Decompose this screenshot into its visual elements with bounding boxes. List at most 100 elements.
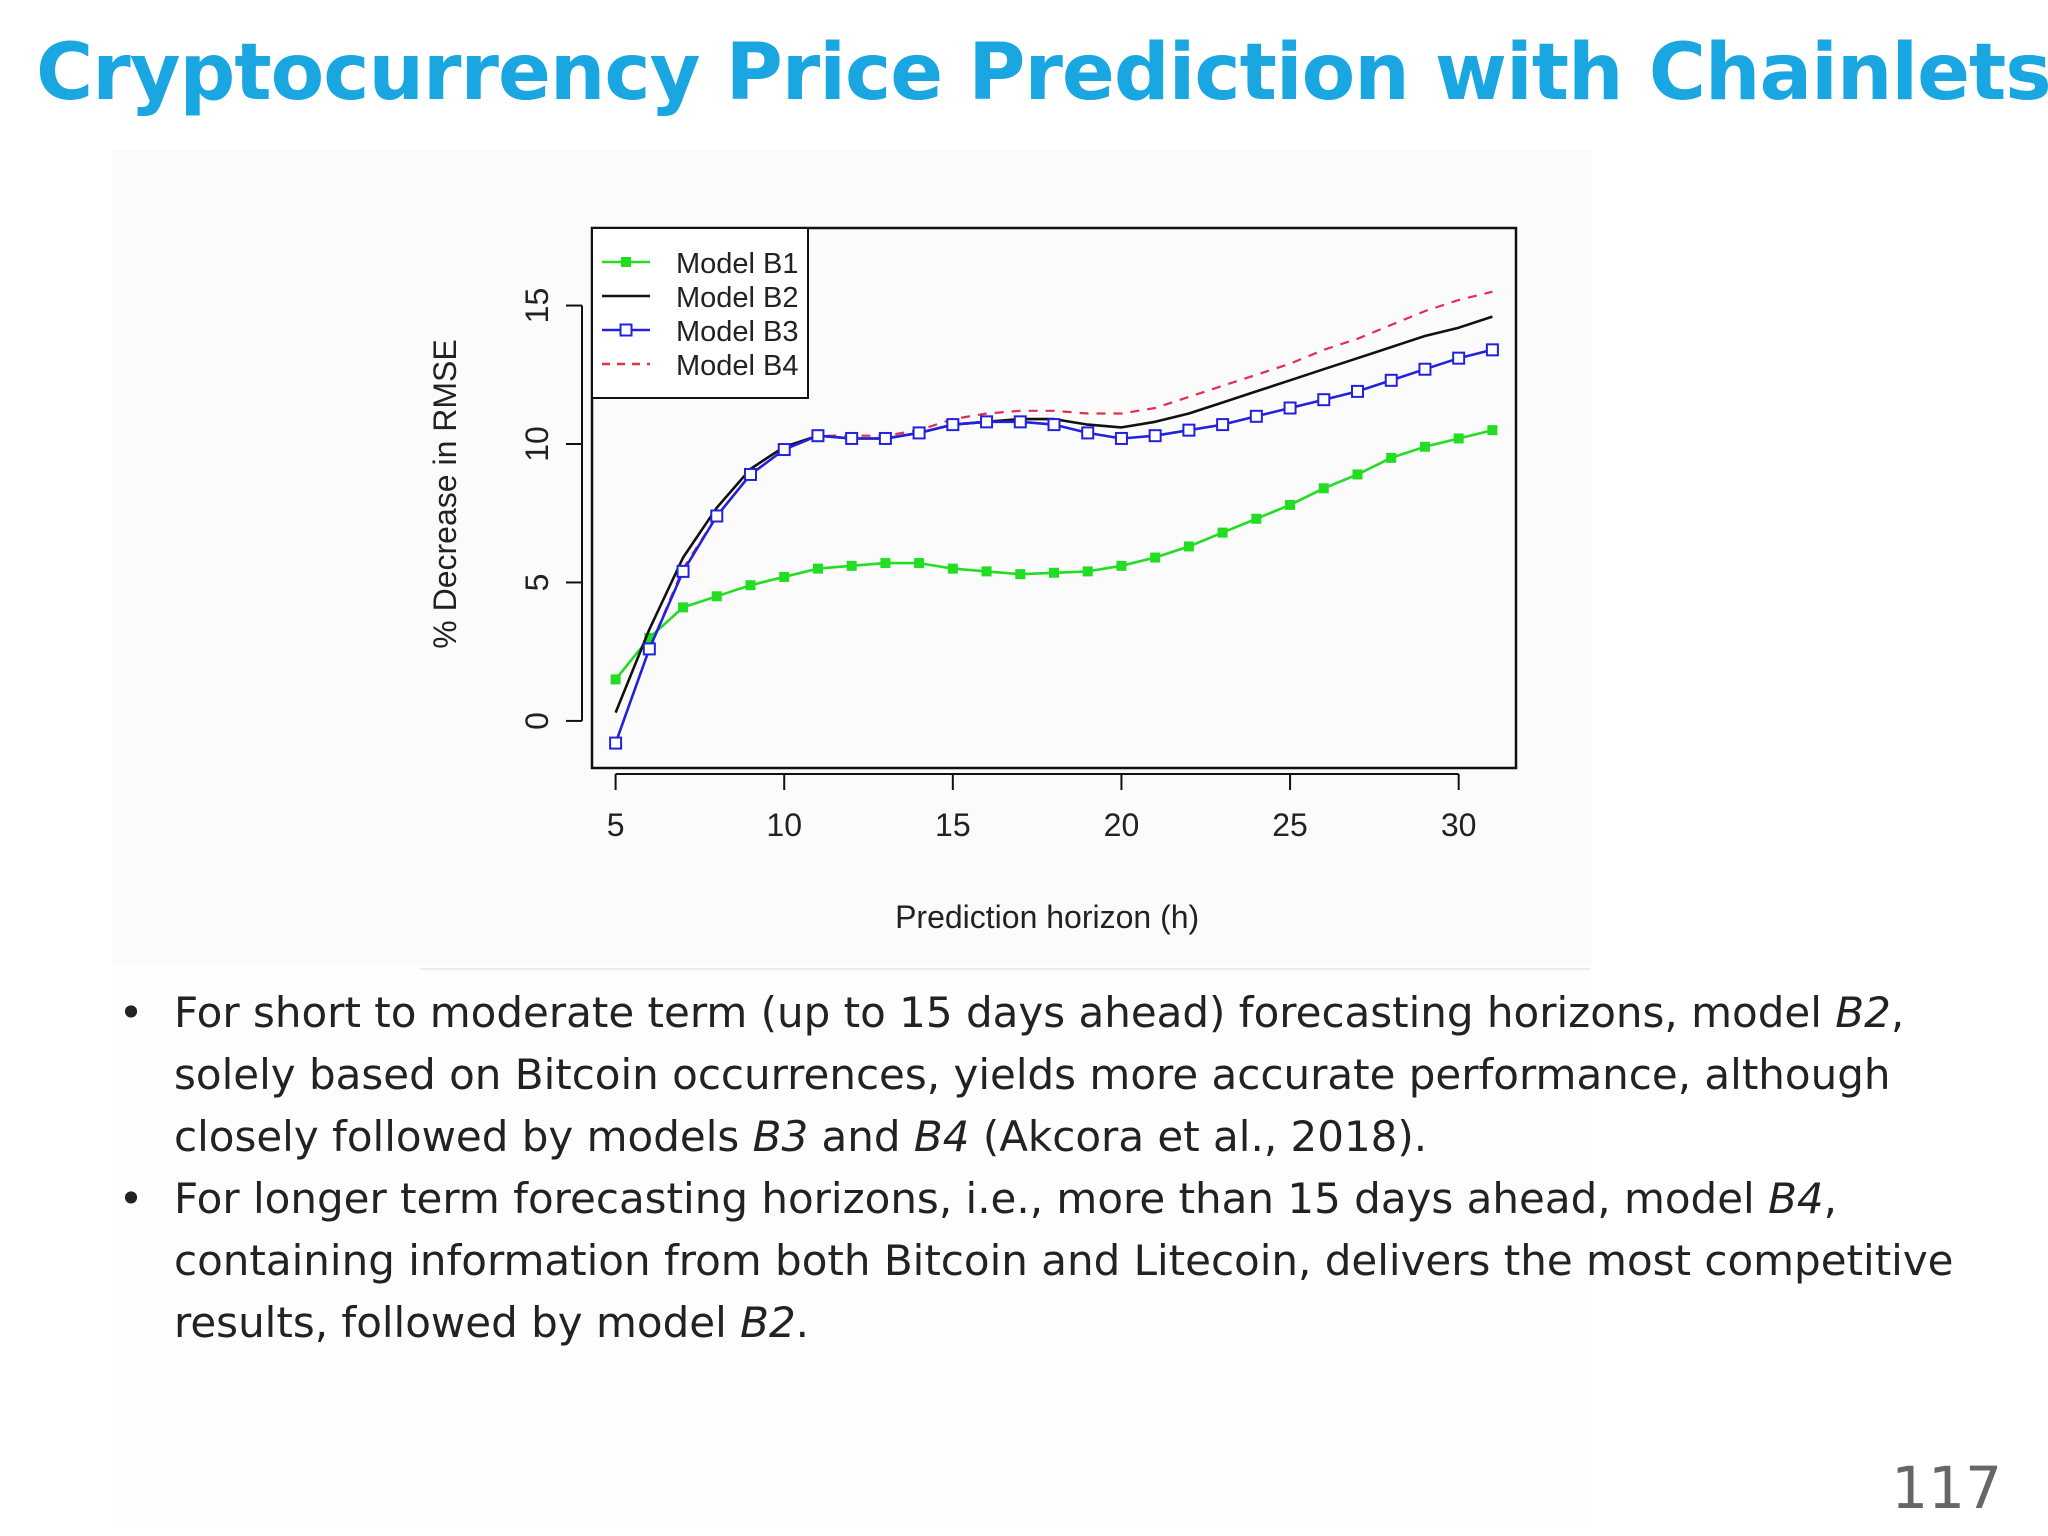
legend-marker: [621, 257, 631, 267]
data-point: [1114, 431, 1128, 445]
data-point: [1419, 441, 1430, 452]
data-point: [1216, 418, 1230, 432]
legend-label: Model B4: [676, 350, 799, 382]
data-point: [1081, 426, 1095, 440]
data-point: [743, 467, 757, 481]
data-point: [777, 443, 791, 457]
legend-label: Model B3: [676, 316, 799, 348]
data-point: [980, 415, 994, 429]
legend-box: [591, 227, 809, 399]
data-point: [1285, 499, 1296, 510]
y-tick-label: 10: [519, 426, 555, 462]
x-tick-label: 20: [1104, 807, 1140, 843]
legend-item: Model B3: [602, 316, 799, 348]
data-point: [981, 566, 992, 577]
data-point: [1317, 393, 1331, 407]
model-name: B4: [913, 1112, 970, 1161]
data-point: [1148, 429, 1162, 443]
data-point: [1418, 362, 1432, 376]
figure-background: [112, 150, 1592, 965]
data-point: [1386, 452, 1397, 463]
data-point: [1047, 418, 1061, 432]
data-point: [609, 736, 623, 750]
data-point: [1116, 560, 1127, 571]
data-point: [676, 564, 690, 578]
legend-label: Model B2: [676, 282, 799, 314]
bullet-dot: •: [118, 1174, 144, 1223]
data-point: [946, 418, 960, 432]
y-tick-label: 5: [519, 574, 555, 592]
bullet-text: (Akcora et al., 2018).: [969, 1112, 1428, 1161]
bullet-item: • For short to moderate term (up to 15 da…: [110, 982, 1970, 1168]
series-line: [614, 290, 1493, 744]
data-point: [1487, 425, 1498, 436]
data-point: [912, 426, 926, 440]
data-point: [812, 563, 823, 574]
bullet-text: , solely based on Bitcoin occurrences, y…: [174, 988, 1905, 1161]
data-point: [1453, 433, 1464, 444]
model-name: B4: [1768, 1174, 1824, 1223]
data-point: [845, 431, 859, 445]
model-name: B3: [752, 1112, 809, 1161]
data-point: [745, 580, 756, 591]
bullet-text: , containing information from both Bitco…: [174, 1174, 1954, 1347]
data-point: [644, 632, 655, 643]
legend-item: Model B2: [602, 282, 799, 314]
data-point: [1182, 423, 1196, 437]
bullet-item: • For longer term forecasting horizons, i…: [110, 1168, 1970, 1354]
data-point: [1217, 527, 1228, 538]
x-tick-label: 10: [766, 807, 802, 843]
data-point: [779, 571, 790, 582]
data-point: [880, 558, 891, 569]
data-point: [1352, 469, 1363, 480]
data-point: [610, 674, 621, 685]
legend-item: Model B1: [602, 248, 799, 280]
page-number: 117: [1891, 1454, 2002, 1522]
legend-item: Model B4: [602, 350, 799, 382]
legend-label: Model B1: [676, 248, 799, 280]
series-line: [614, 428, 1493, 681]
text-background: [112, 965, 1592, 1525]
data-point: [1384, 373, 1398, 387]
data-point: [947, 563, 958, 574]
data-point: [710, 509, 724, 523]
data-point: [1183, 541, 1194, 552]
x-axis-label: Prediction horizon (h): [895, 899, 1199, 935]
bullet-text: .: [795, 1298, 810, 1347]
data-point: [811, 429, 825, 443]
model-name: B2: [1835, 988, 1891, 1037]
series-model-b4: [614, 290, 1493, 744]
y-axis-label: % Decrease in RMSE: [427, 339, 463, 648]
y-tick-label: 15: [519, 288, 555, 324]
data-point: [846, 560, 857, 571]
plot-frame: [590, 226, 1518, 770]
data-point: [878, 431, 892, 445]
data-point: [1351, 384, 1365, 398]
data-point: [1150, 552, 1161, 563]
bullet-list: • For short to moderate term (up to 15 da…: [110, 982, 1970, 1354]
y-tick-label: 0: [519, 712, 555, 730]
slide-title: Cryptocurrency Price Prediction with Cha…: [36, 28, 2048, 118]
data-point: [1318, 483, 1329, 494]
data-point: [1013, 415, 1027, 429]
data-point: [914, 558, 925, 569]
data-point: [1283, 401, 1297, 415]
data-point: [642, 642, 656, 656]
bullet-text: and: [808, 1112, 914, 1161]
figure-divider: [420, 968, 1590, 970]
data-point: [711, 591, 722, 602]
x-tick-label: 5: [607, 807, 625, 843]
data-point: [1249, 409, 1263, 423]
data-point: [1015, 569, 1026, 580]
data-point: [1485, 343, 1499, 357]
legend-marker: [619, 323, 633, 337]
data-point: [1049, 567, 1059, 578]
series-model-b3: [609, 343, 1499, 750]
data-point: [1452, 351, 1466, 365]
model-name: B2: [740, 1298, 796, 1347]
x-tick-label: 15: [935, 807, 971, 843]
bullet-dot: •: [118, 988, 144, 1037]
data-point: [1251, 513, 1262, 524]
data-point: [1082, 566, 1093, 577]
